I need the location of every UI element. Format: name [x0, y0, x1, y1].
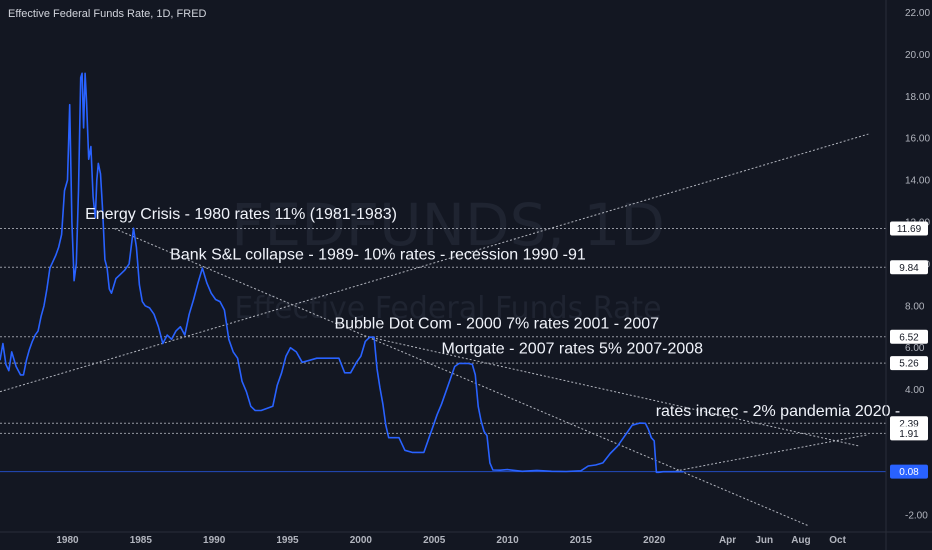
level-price-label: 5.26 [899, 359, 919, 370]
watermark-name: Effective Federal Funds Rate [234, 291, 661, 326]
y-tick-label: 18.00 [905, 92, 930, 103]
y-tick-label: 20.00 [905, 50, 930, 61]
series-line-fedfunds [0, 72, 684, 474]
x-tick-label: 2010 [496, 535, 519, 546]
x-tick-label: 2000 [350, 535, 373, 546]
y-tick-label: 14.00 [905, 176, 930, 187]
level-price-label-bg [890, 426, 928, 441]
annotation-text: Energy Crisis - 1980 rates 11% (1981-198… [85, 206, 397, 223]
trend-line [114, 228, 809, 527]
level-price-label-bg [890, 221, 928, 236]
annotation-text: Bubble Dot Com - 2000 7% rates 2001 - 20… [334, 315, 659, 332]
level-price-label: 2.39 [899, 419, 919, 430]
x-tick-label: 1990 [203, 535, 226, 546]
y-tick-label: 4.00 [905, 385, 925, 396]
level-price-label-bg [890, 356, 928, 371]
level-price-label: 9.84 [899, 263, 919, 274]
current-price-label: 0.08 [899, 467, 919, 478]
watermark-symbol: FEDFUNDS, 1D [231, 191, 665, 259]
level-price-label: 1.91 [899, 429, 919, 440]
level-price-label: 11.69 [897, 224, 922, 235]
x-tick-label: Jun [755, 535, 773, 546]
level-price-label-bg [890, 260, 928, 275]
x-tick-label: Apr [719, 535, 736, 546]
y-tick-label: 6.00 [905, 343, 925, 354]
x-tick-label: Oct [829, 535, 846, 546]
trend-line [671, 434, 869, 473]
x-tick-label: 2020 [643, 535, 666, 546]
y-tick-label: 16.00 [905, 134, 930, 145]
trend-line [0, 133, 869, 393]
x-tick-label: 2005 [423, 535, 446, 546]
x-tick-label: 1980 [56, 535, 79, 546]
x-tick-label: 1995 [276, 535, 299, 546]
y-tick-label: 22.00 [905, 8, 930, 19]
y-tick-label: -2.00 [905, 511, 928, 522]
x-tick-label: Aug [791, 535, 810, 546]
annotation-text: Mortgate - 2007 rates 5% 2007-2008 [442, 341, 704, 358]
level-price-label-bg [890, 329, 928, 344]
current-price-label-bg [890, 464, 928, 479]
y-tick-label: 8.00 [905, 301, 925, 312]
x-tick-label: 2015 [570, 535, 593, 546]
annotation-text: rates increc - 2% pandemia 2020 - [656, 403, 901, 420]
x-tick-label: 1985 [130, 535, 153, 546]
annotation-text: Bank S&L collapse - 1989- 10% rates - re… [170, 246, 586, 263]
level-price-label: 6.52 [899, 332, 919, 343]
chart-title: Effective Federal Funds Rate, 1D, FRED [8, 8, 207, 20]
